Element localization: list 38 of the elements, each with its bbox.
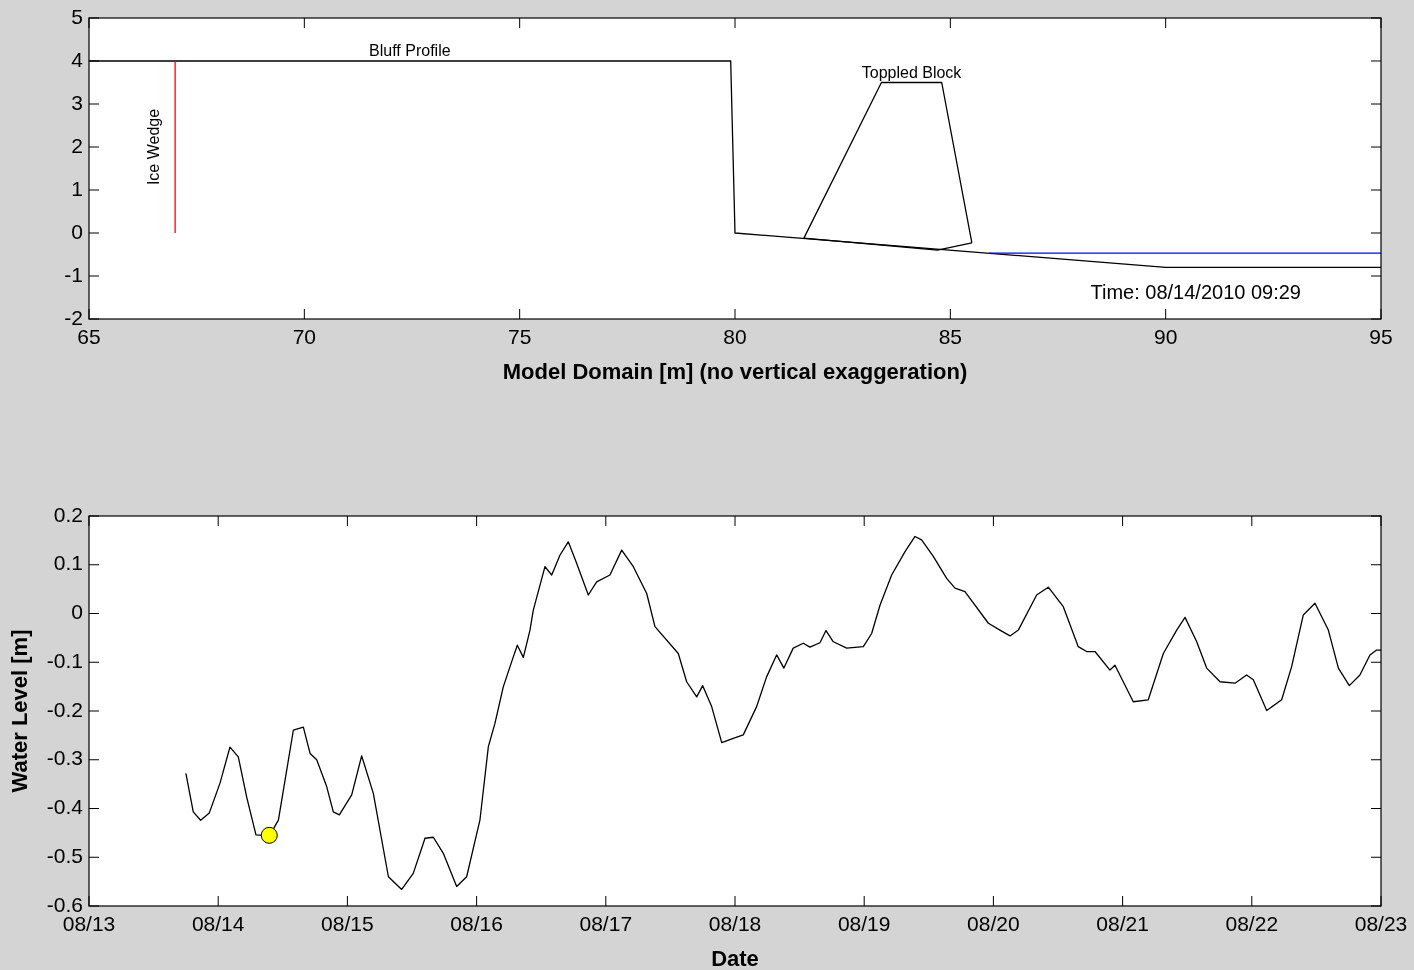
text: Ice Wedge — [145, 108, 163, 186]
series-label: Toppled Block — [861, 63, 963, 81]
y-tick-label: 1 — [71, 176, 83, 200]
x-tick-label: 08/23 — [1354, 912, 1408, 935]
y-tick-label: 0.1 — [53, 551, 83, 575]
x-tick-label: 08/14 — [191, 912, 245, 935]
x-tick-label: 85 — [938, 325, 963, 348]
x-axis-title: Date — [711, 946, 759, 970]
x-tick-label: 08/16 — [450, 912, 503, 935]
x-tick-label: 08/17 — [579, 912, 633, 935]
x-tick-label: 08/21 — [1096, 912, 1149, 935]
x-tick-label: 95 — [1369, 325, 1393, 348]
y-tick-label: 4 — [71, 47, 84, 71]
x-tick-label: 75 — [507, 325, 532, 348]
y-tick-label: 5 — [71, 4, 83, 28]
x-tick-label: 08/19 — [837, 912, 891, 935]
y-axis-title: Water Level [m] — [7, 629, 32, 793]
x-tick-label: 08/15 — [321, 912, 374, 935]
y-tick-label: 0 — [71, 219, 83, 243]
y-tick-label: 3 — [71, 90, 83, 114]
annotation: Time: 08/14/2010 09:29 — [1090, 281, 1301, 303]
y-tick-label: -0.3 — [46, 746, 83, 770]
y-tick-label: -0.4 — [46, 795, 84, 819]
x-tick-label: 08/18 — [708, 912, 762, 935]
y-tick-label: 0 — [71, 600, 83, 624]
x-tick-label: 70 — [292, 325, 317, 348]
x-axis-title: Model Domain [m] (no vertical exaggeration) — [502, 359, 968, 384]
y-tick-label: -1 — [64, 262, 83, 286]
y-tick-label: 0.2 — [53, 502, 83, 526]
y-tick-label: -0.1 — [46, 648, 83, 672]
y-tick-label: 2 — [71, 133, 83, 157]
x-tick-label: 80 — [723, 325, 747, 348]
y-tick-label: -0.5 — [46, 843, 83, 867]
x-tick-label: 90 — [1153, 325, 1178, 348]
y-tick-label: -0.2 — [46, 697, 83, 721]
x-tick-label: 08/22 — [1225, 912, 1279, 935]
x-tick-label: 08/20 — [967, 912, 1020, 935]
series-label: Bluff Profile — [369, 42, 451, 59]
